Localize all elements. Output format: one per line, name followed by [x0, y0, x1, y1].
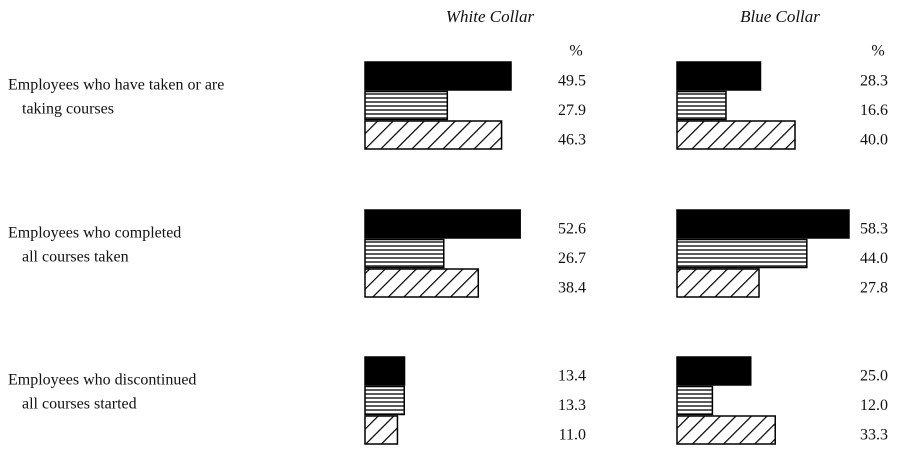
bar: [676, 120, 796, 150]
bar: [676, 356, 752, 386]
category-label: taking courses: [22, 101, 114, 118]
category-label: Employees who have taken or are: [8, 77, 224, 94]
unit-label: %: [569, 43, 582, 60]
bar: [364, 90, 449, 121]
bar: [676, 209, 850, 239]
category-label: all courses started: [22, 396, 137, 413]
bar: [364, 385, 405, 416]
bar: [364, 61, 512, 91]
value-label: 44.0: [860, 250, 888, 267]
value-label: 52.6: [558, 221, 586, 238]
value-label: 38.4: [558, 280, 586, 297]
bar: [364, 415, 399, 445]
bar: [676, 415, 776, 445]
value-label: 13.3: [558, 397, 586, 414]
value-label: 46.3: [558, 132, 586, 149]
value-label: 12.0: [860, 397, 888, 414]
bar: [676, 385, 714, 416]
value-label: 28.3: [860, 73, 888, 90]
category-label: all courses taken: [22, 249, 129, 266]
unit-label: %: [871, 43, 884, 60]
value-label: 16.6: [860, 102, 888, 119]
bar: [676, 238, 808, 269]
bar: [364, 268, 480, 298]
value-label: 33.3: [860, 427, 888, 444]
value-label: 27.8: [860, 280, 888, 297]
value-label: 40.0: [860, 132, 888, 149]
value-label: 49.5: [558, 73, 586, 90]
value-label: 13.4: [558, 368, 586, 385]
bar: [364, 209, 521, 239]
value-label: 25.0: [860, 368, 888, 385]
bar: [364, 120, 503, 150]
category-label: Employees who completed: [8, 225, 181, 242]
bar: [676, 268, 760, 298]
value-label: 27.9: [558, 102, 586, 119]
category-label: Employees who discontinued: [8, 372, 196, 389]
value-label: 11.0: [559, 427, 586, 444]
bar: [364, 356, 406, 386]
bar: [364, 238, 445, 269]
bar: [676, 90, 727, 121]
panel-title: Blue Collar: [740, 7, 820, 26]
value-label: 26.7: [558, 250, 586, 267]
value-label: 58.3: [860, 221, 888, 238]
bar: [676, 61, 762, 91]
panel-title: White Collar: [446, 7, 535, 26]
